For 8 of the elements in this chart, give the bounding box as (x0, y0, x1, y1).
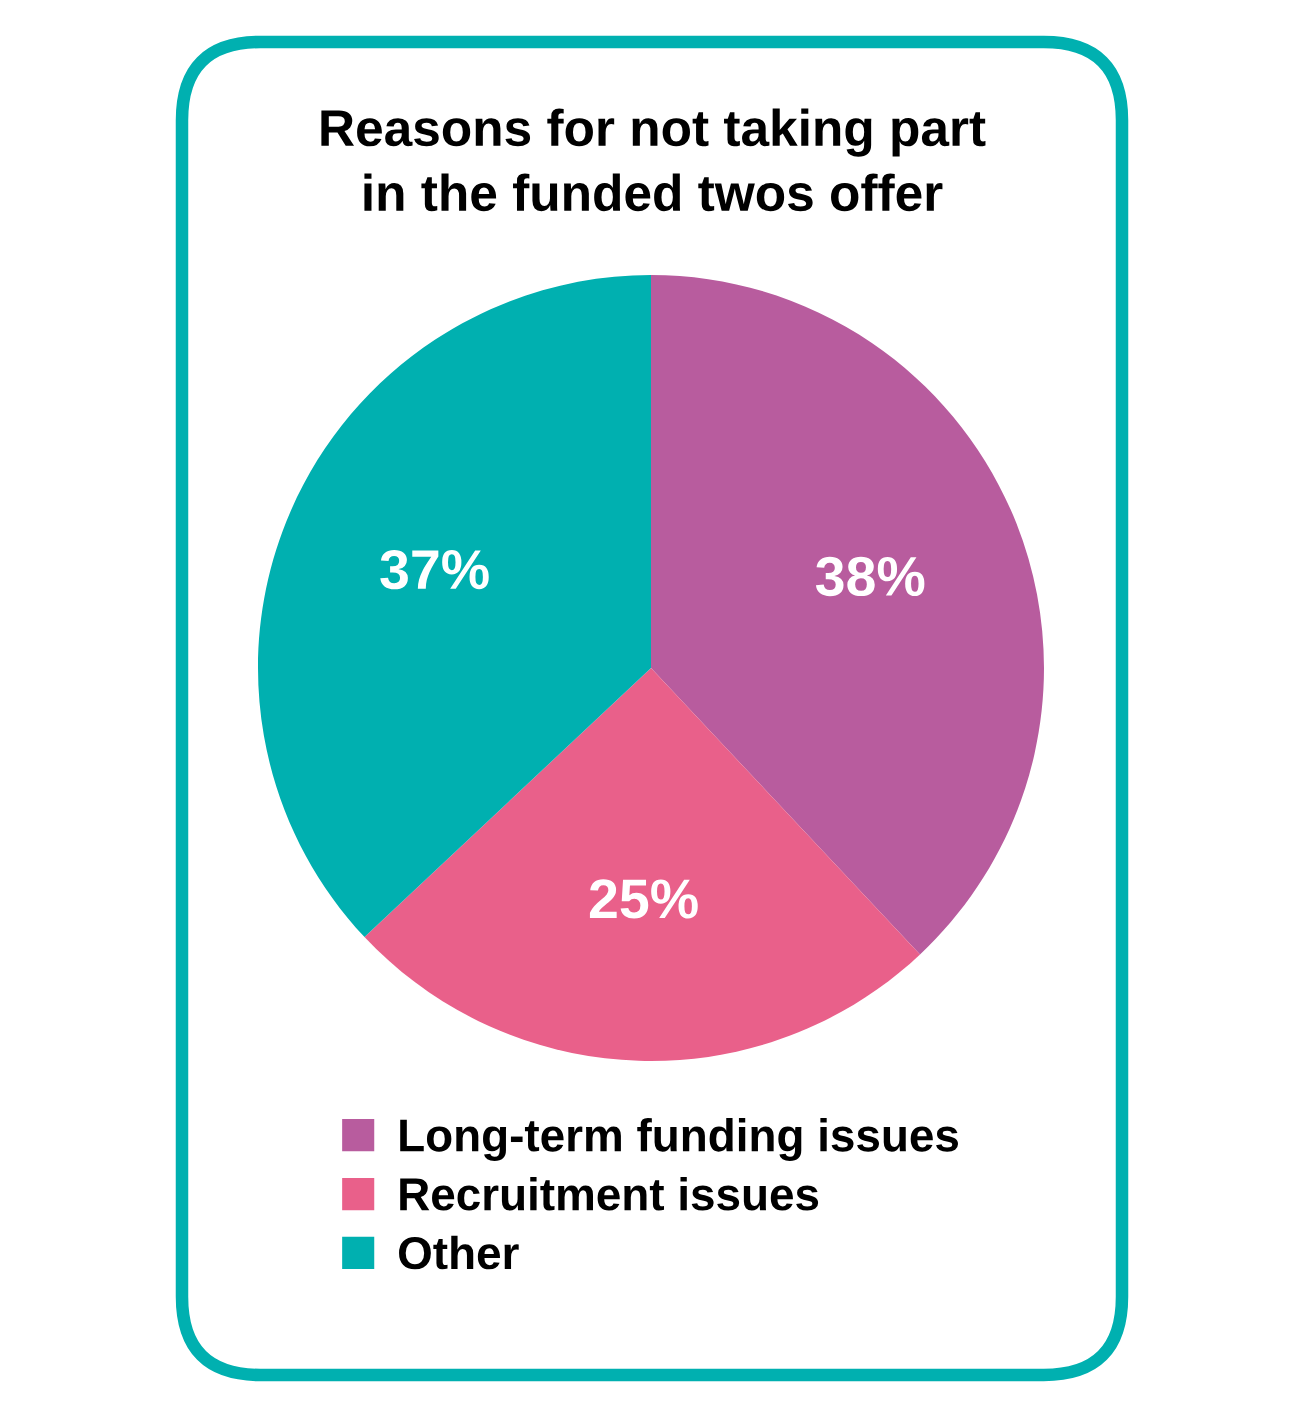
legend-label: Long-term funding issues (400, 1117, 959, 1161)
data-label: 25% (589, 879, 698, 919)
chart-title: Reasons for not taking part in the funded twos offer (321, 108, 986, 212)
legend-label: Recruitment issues (400, 1176, 819, 1211)
data-label: 38% (815, 556, 925, 597)
legend-label: Other (399, 1235, 519, 1270)
pie-slice (364, 668, 921, 1061)
data-label: 37% (380, 549, 489, 590)
